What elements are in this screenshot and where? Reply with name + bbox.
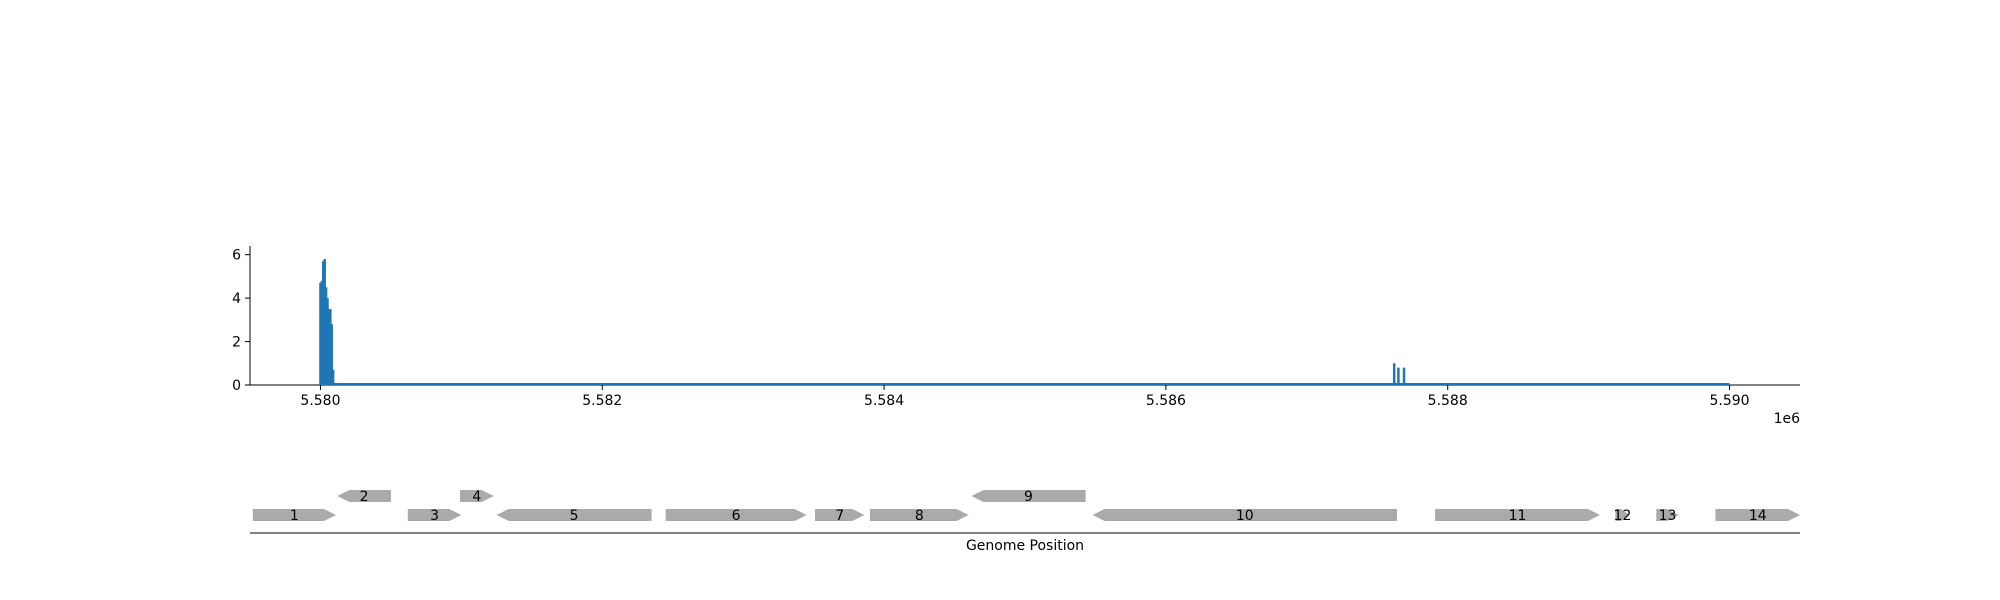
gene-label: 3 <box>430 508 439 524</box>
gene-label: 8 <box>915 508 924 524</box>
gene-axis-title: Genome Position <box>966 538 1084 554</box>
y-tick-label: 6 <box>232 248 241 264</box>
y-tick-label: 2 <box>232 335 241 351</box>
x-tick-label: 5.590 <box>1709 393 1749 409</box>
gene-arrow <box>252 509 336 521</box>
gene-label: 10 <box>1236 508 1254 524</box>
x-tick-label: 5.588 <box>1428 393 1468 409</box>
x-axis-offset-label: 1e6 <box>1774 411 1801 427</box>
x-tick-label: 5.580 <box>300 393 340 409</box>
coverage-bars <box>319 259 1406 385</box>
gene-arrow <box>870 509 969 521</box>
y-tick-label: 0 <box>232 378 241 394</box>
gene-arrow <box>1715 509 1800 521</box>
y-axis-ticks: 0 2 4 6 <box>232 248 250 394</box>
x-axis-ticks: 5.580 5.582 5.584 5.586 5.588 5.590 <box>300 385 1750 409</box>
gene-arrow <box>1092 509 1397 521</box>
gene-label: 12 <box>1614 508 1632 524</box>
gene-arrow <box>971 490 1086 502</box>
gene-arrow <box>496 509 652 521</box>
gene-label: 14 <box>1749 508 1767 524</box>
gene-arrow <box>815 509 865 521</box>
gene-label: 7 <box>835 508 844 524</box>
gene-arrow <box>1435 509 1600 521</box>
gene-label: 2 <box>360 489 369 505</box>
gene-arrow <box>1656 509 1679 521</box>
gene-label: 6 <box>732 508 741 524</box>
gene-label: 4 <box>472 489 481 505</box>
gene-label: 5 <box>570 508 579 524</box>
x-tick-label: 5.582 <box>582 393 622 409</box>
gene-label: 13 <box>1659 508 1677 524</box>
gene-label: 1 <box>290 508 299 524</box>
gene-arrow <box>1615 509 1630 521</box>
gene-label: 9 <box>1024 489 1033 505</box>
gene-arrow <box>407 509 462 521</box>
coverage-panel: 0 2 4 6 5.580 5.582 5.584 5.586 5.588 5.590 1e6 <box>232 246 1800 427</box>
y-tick-label: 4 <box>232 291 241 307</box>
x-tick-label: 5.584 <box>864 393 904 409</box>
gene-arrow <box>665 509 807 521</box>
gene-label: 11 <box>1509 508 1527 524</box>
x-tick-label: 5.586 <box>1146 393 1186 409</box>
gene-arrow <box>337 490 391 502</box>
gene-arrow <box>459 490 494 502</box>
